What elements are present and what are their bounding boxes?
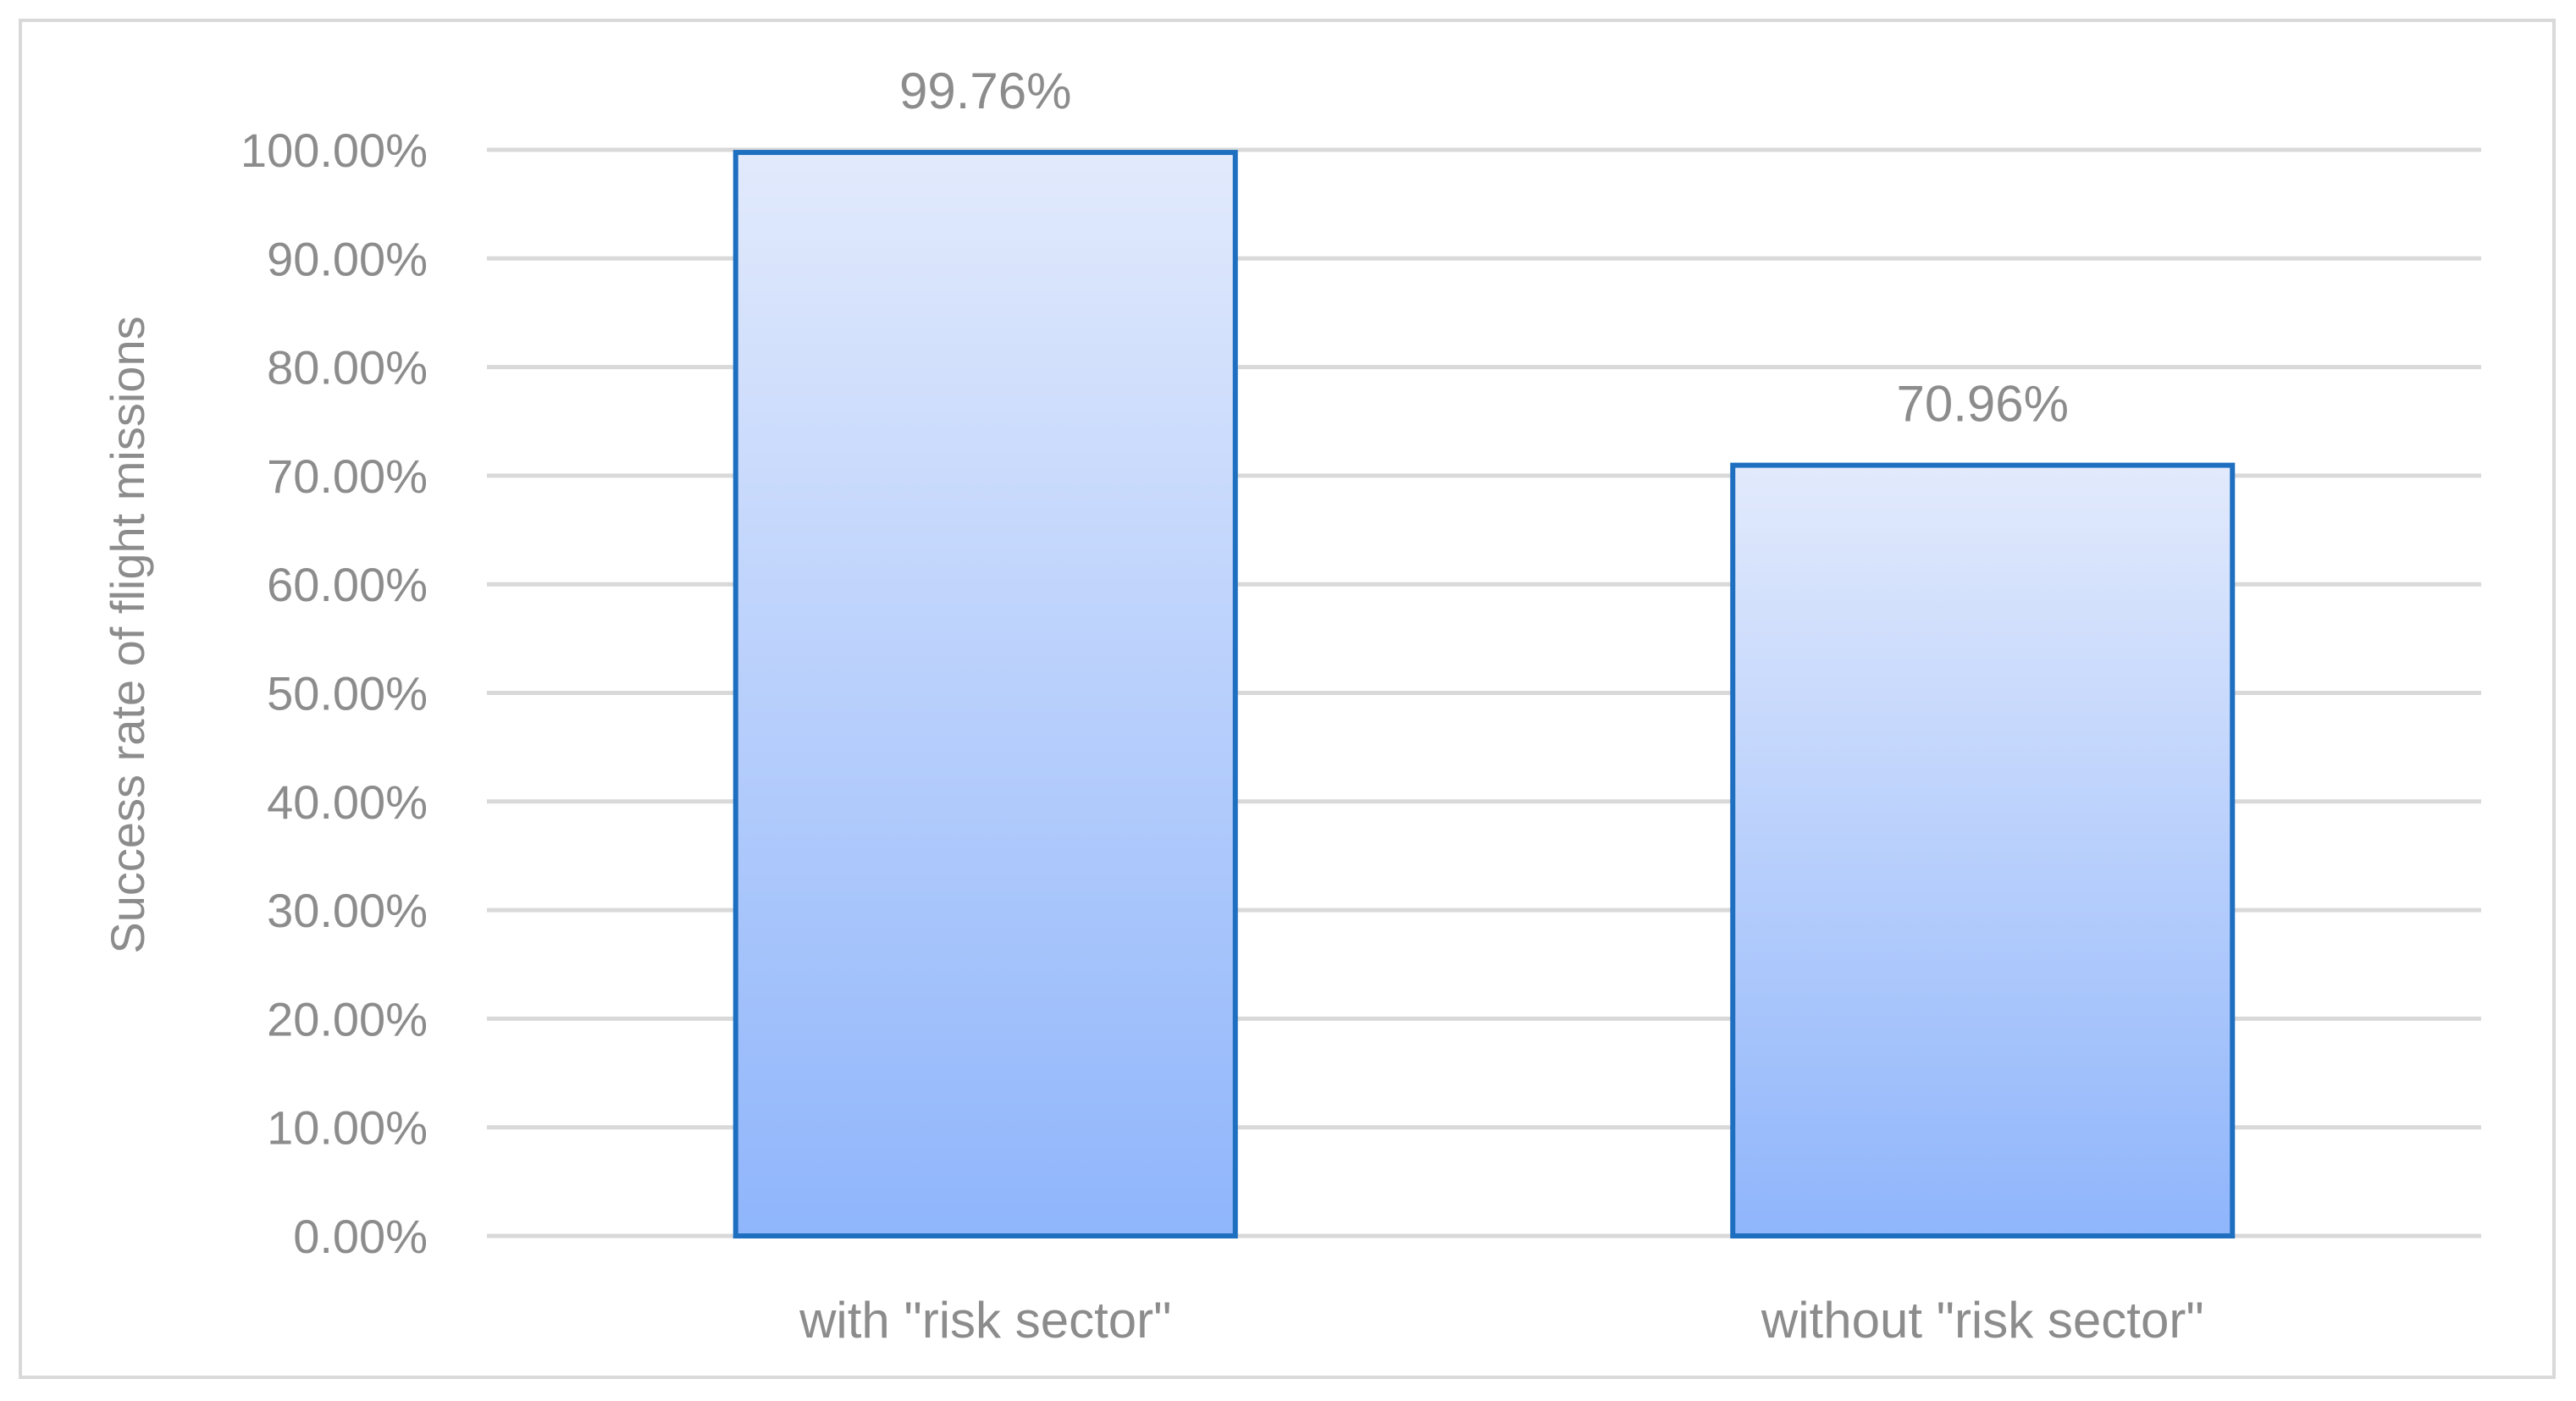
data-labels: 99.76% 70.96% (899, 63, 2069, 433)
y-tick-label: 100.00% (240, 124, 428, 177)
y-tick-label: 40.00% (267, 775, 428, 829)
bar (1730, 462, 2236, 1238)
y-tick-label: 20.00% (267, 992, 428, 1045)
data-label: 99.76% (899, 63, 1072, 119)
y-tick-label: 70.00% (267, 450, 428, 503)
y-tick-label: 30.00% (267, 884, 428, 937)
y-tick-label: 90.00% (267, 232, 428, 285)
y-tick-label: 80.00% (267, 341, 428, 394)
bar (732, 150, 1238, 1238)
y-axis-tick-labels: 0.00% 10.00% 20.00% 30.00% 40.00% 50.00% 60.00… (240, 124, 428, 1263)
x-category-label: with "risk sector" (799, 1292, 1171, 1349)
y-tick-label: 50.00% (267, 667, 428, 720)
y-axis-title: Success rate of flight missions (101, 316, 154, 953)
bars (732, 150, 2236, 1238)
x-axis-category-labels: with "risk sector" without "risk sector" (799, 1292, 2204, 1349)
y-tick-label: 0.00% (293, 1210, 428, 1263)
x-category-label: without "risk sector" (1761, 1292, 2204, 1349)
data-label: 70.96% (1897, 376, 2070, 433)
y-tick-label: 60.00% (267, 558, 428, 611)
y-tick-label: 10.00% (267, 1101, 428, 1155)
